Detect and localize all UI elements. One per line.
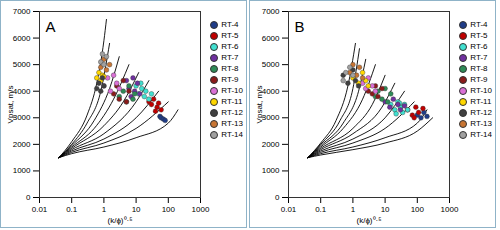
svg-text:B: B — [295, 18, 305, 35]
svg-text:Vpsat, m/s: Vpsat, m/s — [255, 86, 264, 124]
svg-text:0: 0 — [275, 193, 280, 202]
svg-text:(k/ϕ)⁰·⁵: (k/ϕ)⁰·⁵ — [356, 216, 381, 225]
html-text:RT-6: RT-6 — [470, 42, 488, 51]
svg-text:100: 100 — [162, 205, 176, 214]
html-text:RT-8: RT-8 — [470, 64, 488, 73]
html-text:RT-5: RT-5 — [221, 31, 239, 40]
svg-text:1: 1 — [102, 205, 107, 214]
svg-text:10: 10 — [132, 205, 141, 214]
svg-text:6000: 6000 — [262, 34, 280, 43]
html-text:RT-12: RT-12 — [221, 108, 243, 117]
html-text:RT-14: RT-14 — [470, 130, 492, 139]
svg-text:0.1: 0.1 — [315, 205, 327, 214]
svg-text:3000: 3000 — [13, 113, 31, 122]
svg-text:7000: 7000 — [13, 7, 31, 16]
html-text:RT-7: RT-7 — [470, 53, 488, 62]
svg-text:10: 10 — [381, 205, 390, 214]
svg-text:5000: 5000 — [262, 60, 280, 69]
html-text:RT-11: RT-11 — [221, 97, 243, 106]
svg-text:0: 0 — [26, 193, 31, 202]
svg-text:3000: 3000 — [262, 113, 280, 122]
svg-text:2000: 2000 — [13, 140, 31, 149]
svg-text:4000: 4000 — [13, 87, 31, 96]
svg-text:100: 100 — [411, 205, 425, 214]
svg-text:1000: 1000 — [192, 205, 210, 214]
svg-text:2000: 2000 — [262, 140, 280, 149]
svg-text:Vpsat, m/s: Vpsat, m/s — [6, 86, 15, 124]
html-text:RT-9: RT-9 — [470, 75, 488, 84]
svg-text:0.1: 0.1 — [66, 205, 78, 214]
svg-text:1000: 1000 — [262, 166, 280, 175]
svg-text:0.01: 0.01 — [281, 205, 297, 214]
html-text:RT-10: RT-10 — [470, 86, 492, 95]
html-text:RT-9: RT-9 — [221, 75, 239, 84]
svg-text:6000: 6000 — [13, 34, 31, 43]
html-text:RT-13: RT-13 — [470, 119, 492, 128]
html-text:RT-6: RT-6 — [221, 42, 239, 51]
svg-text:4000: 4000 — [262, 87, 280, 96]
html-text:RT-12: RT-12 — [470, 108, 492, 117]
svg-text:(k/ϕ)⁰·⁵: (k/ϕ)⁰·⁵ — [107, 216, 132, 225]
svg-text:7000: 7000 — [262, 7, 280, 16]
svg-text:1: 1 — [351, 205, 356, 214]
html-text:RT-4: RT-4 — [221, 20, 239, 29]
svg-text:A: A — [46, 18, 56, 35]
html-text:RT-8: RT-8 — [221, 64, 239, 73]
svg-text:1000: 1000 — [13, 166, 31, 175]
svg-text:1000: 1000 — [441, 205, 459, 214]
svg-text:5000: 5000 — [13, 60, 31, 69]
html-text:RT-14: RT-14 — [221, 130, 243, 139]
html-text:RT-4: RT-4 — [470, 20, 488, 29]
html-text:RT-10: RT-10 — [221, 86, 243, 95]
svg-text:0.01: 0.01 — [32, 205, 48, 214]
html-text:RT-11: RT-11 — [470, 97, 492, 106]
html-text:RT-5: RT-5 — [470, 31, 488, 40]
html-text:RT-7: RT-7 — [221, 53, 239, 62]
html-text:RT-13: RT-13 — [221, 119, 243, 128]
